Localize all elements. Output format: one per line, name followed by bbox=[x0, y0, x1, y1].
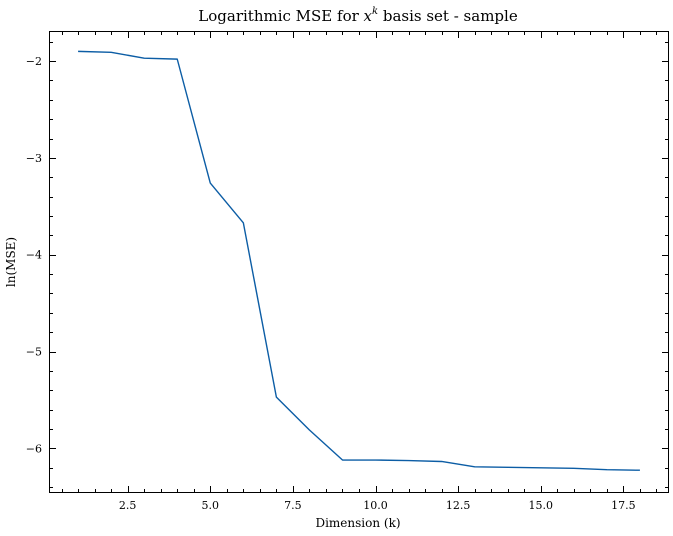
x-tick-label: 17.5 bbox=[611, 499, 636, 512]
y-tick-label: −6 bbox=[26, 442, 42, 455]
x-tick-label: 10.0 bbox=[363, 499, 388, 512]
chart-title: Logarithmic MSE for xk basis set - sampl… bbox=[198, 6, 518, 25]
y-tick-label: −4 bbox=[26, 249, 42, 262]
y-tick-label: −2 bbox=[26, 55, 42, 68]
tick-labels: 2.5 5.0 7.5 10.0 12.5 15.0 17.5 −6 −5 −4 −3 −2 bbox=[26, 55, 636, 512]
y-axis-label: ln(MSE) bbox=[4, 237, 18, 287]
y-tick-label: −3 bbox=[26, 152, 42, 165]
plot-frame bbox=[49, 31, 669, 493]
x-tick-label: 12.5 bbox=[446, 499, 471, 512]
plot-area bbox=[78, 50, 640, 471]
series-line bbox=[78, 50, 640, 471]
x-tick-label: 5.0 bbox=[202, 499, 220, 512]
x-tick-label: 2.5 bbox=[119, 499, 137, 512]
x-tick-label: 7.5 bbox=[284, 499, 302, 512]
x-tick-label: 15.0 bbox=[529, 499, 554, 512]
axis-ticks bbox=[50, 32, 668, 492]
y-tick-label: −5 bbox=[26, 346, 42, 359]
x-axis-label: Dimension (k) bbox=[315, 516, 400, 530]
